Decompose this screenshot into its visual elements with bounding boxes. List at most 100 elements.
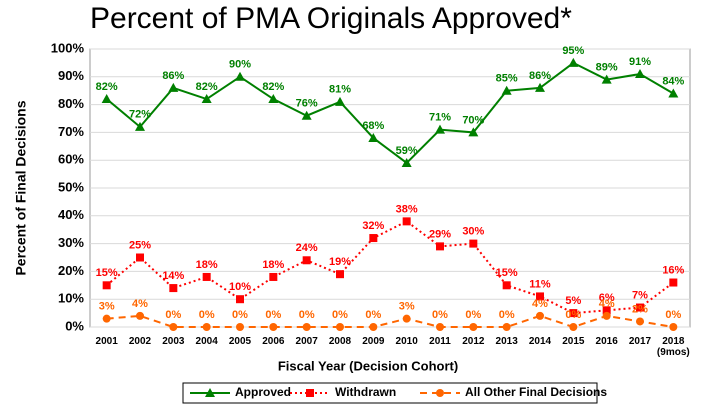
marker <box>635 69 645 79</box>
marker <box>401 157 412 167</box>
x-tick-label: 2011 <box>429 336 451 347</box>
y-tick-label: 50% <box>58 179 84 194</box>
x-tick-label: 2014 <box>528 336 552 347</box>
y-tick-label: 40% <box>58 207 84 222</box>
series-line <box>106 61 674 165</box>
data-label: 18% <box>196 259 218 271</box>
data-label: 7% <box>632 289 648 301</box>
data-label: 15% <box>96 267 118 279</box>
marker <box>669 278 678 287</box>
data-label: 89% <box>596 61 618 73</box>
data-label: 91% <box>629 56 651 68</box>
data-label: 18% <box>262 259 284 271</box>
data-label: 30% <box>462 226 484 238</box>
series-line <box>106 220 674 315</box>
y-tick-label: 60% <box>58 152 84 167</box>
data-label: 0% <box>565 309 581 321</box>
data-label: 4% <box>532 298 548 310</box>
marker <box>568 57 579 67</box>
data-label: 85% <box>496 73 518 85</box>
data-label: 68% <box>362 120 384 132</box>
series-line <box>106 314 674 329</box>
marker <box>301 110 312 120</box>
x-tick-label: 2010 <box>395 336 418 347</box>
data-label: 0% <box>165 309 181 321</box>
marker <box>468 127 479 137</box>
x-tick-label: 2009 <box>362 336 385 347</box>
data-label: 0% <box>365 309 381 321</box>
x-axis-label: Fiscal Year (Decision Cohort) <box>278 358 458 373</box>
x-tick-label: 2003 <box>162 336 185 347</box>
data-label: 3% <box>99 301 115 313</box>
marker <box>668 88 679 98</box>
marker <box>136 311 144 320</box>
x-tick-label: 2016 <box>595 336 618 347</box>
data-label: 82% <box>96 81 118 93</box>
marker <box>469 239 478 248</box>
data-label: 10% <box>229 281 251 293</box>
marker <box>168 82 179 92</box>
data-label: 0% <box>665 309 681 321</box>
y-tick-label: 80% <box>58 96 84 111</box>
data-label: 82% <box>262 81 284 93</box>
marker <box>336 323 344 331</box>
marker <box>306 389 314 397</box>
data-label: 90% <box>229 59 251 71</box>
data-label: 16% <box>662 264 684 276</box>
marker <box>602 306 611 315</box>
x-tick-label: 2008 <box>328 336 352 347</box>
data-label: 86% <box>529 70 551 82</box>
data-label: 0% <box>199 309 215 321</box>
marker <box>101 94 112 104</box>
marker <box>636 317 644 326</box>
x-tick-label: 2015 <box>562 336 585 347</box>
marker <box>502 323 511 331</box>
marker <box>501 85 512 95</box>
data-label: 5% <box>565 295 581 307</box>
data-label: 76% <box>296 98 318 110</box>
marker <box>436 389 444 397</box>
data-label: 6% <box>599 292 615 304</box>
marker <box>469 323 478 331</box>
data-label: 72% <box>129 109 151 121</box>
marker <box>302 256 311 265</box>
marker <box>402 314 411 323</box>
y-tick-label: 20% <box>58 263 84 278</box>
x-tick-label: 2007 <box>295 336 318 347</box>
data-label: 0% <box>299 309 315 321</box>
marker <box>336 270 344 279</box>
y-tick-label: 70% <box>58 124 84 139</box>
data-label: 38% <box>396 203 418 215</box>
marker <box>169 323 178 331</box>
y-tick-label: 10% <box>58 291 84 306</box>
data-label: 82% <box>196 81 218 93</box>
data-label: 29% <box>429 228 451 240</box>
data-label: 0% <box>232 309 248 321</box>
marker <box>201 94 212 104</box>
marker <box>636 303 644 312</box>
marker <box>502 281 511 290</box>
marker <box>102 314 111 323</box>
marker <box>436 323 444 331</box>
marker <box>269 272 278 281</box>
legend-label: All Other Final Decisions <box>465 385 607 399</box>
marker <box>302 323 311 331</box>
y-tick-label: 30% <box>58 235 84 250</box>
marker <box>436 242 444 251</box>
marker <box>268 94 279 104</box>
data-label: 71% <box>429 112 451 124</box>
data-label: 3% <box>399 301 415 313</box>
marker <box>435 124 445 134</box>
marker <box>602 311 611 320</box>
x-tick-label: 2017 <box>628 336 652 347</box>
data-label: 0% <box>499 309 515 321</box>
legend-box <box>182 382 598 404</box>
x-tick-label: 2005 <box>228 336 252 347</box>
data-label: 0% <box>265 309 281 321</box>
data-label: 95% <box>562 45 584 57</box>
data-label: 32% <box>362 220 384 232</box>
x-tick-label: 2012 <box>462 336 485 347</box>
y-tick-label: 100% <box>51 40 85 55</box>
